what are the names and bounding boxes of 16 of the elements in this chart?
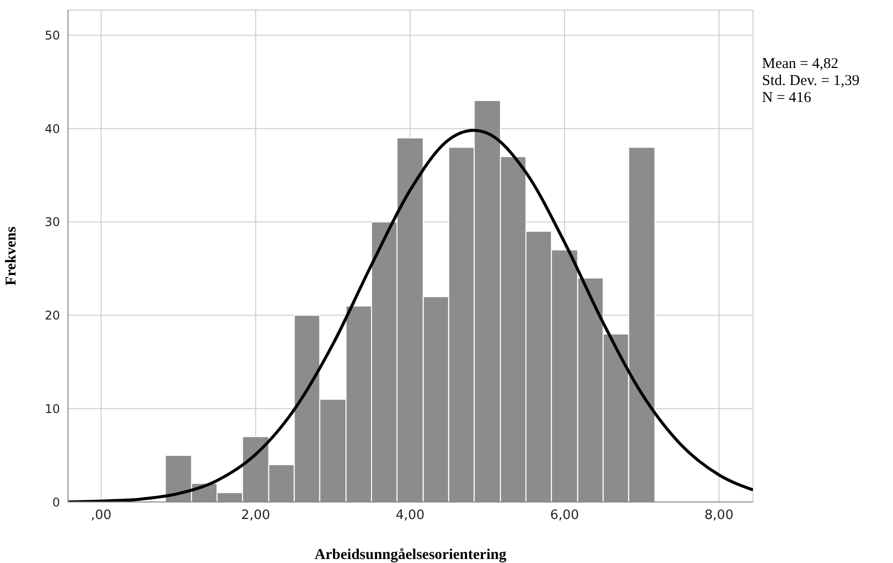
y-tick-label: 10 [44, 402, 60, 416]
y-tick-label: 20 [44, 308, 60, 323]
x-tick-label: 6,00 [550, 508, 580, 524]
x-axis-title: Arbeidsunngåelsesorientering [314, 547, 507, 563]
x-tick-label: ,00 [90, 508, 112, 524]
y-axis-title: Frekvens [3, 226, 20, 286]
x-tick-label: 2,00 [241, 508, 270, 524]
x-tick-label: 4,00 [396, 508, 425, 524]
text: Mean = 4,82 [762, 56, 840, 73]
text: Std. Dev. = 1,39 [762, 73, 860, 90]
y-tick-label: 50 [44, 28, 60, 42]
y-tick-label: 40 [44, 122, 60, 136]
y-tick-label: 30 [44, 215, 60, 230]
x-tick-label: 8,00 [704, 508, 734, 524]
y-tick-label: 0 [52, 495, 60, 510]
text: N = 416 [762, 90, 812, 107]
